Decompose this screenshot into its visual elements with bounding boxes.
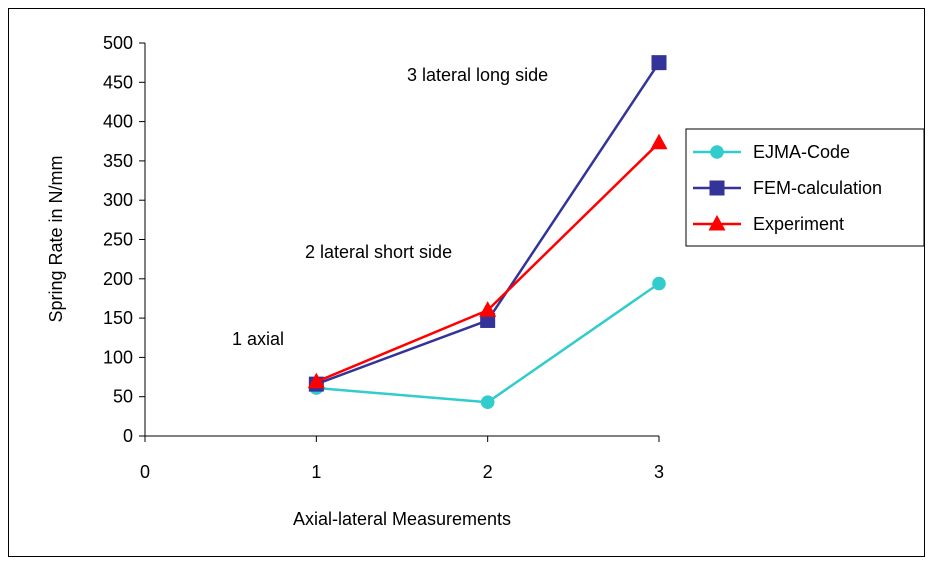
x-axis-label: Axial-lateral Measurements xyxy=(293,509,511,529)
y-tick-label: 0 xyxy=(123,426,133,446)
y-tick-label: 350 xyxy=(103,151,133,171)
data-point-ejma-code xyxy=(652,276,666,291)
y-tick-label: 300 xyxy=(103,190,133,210)
y-tick-label: 450 xyxy=(103,72,133,92)
y-tick-label: 250 xyxy=(103,230,133,250)
y-axis-label: Spring Rate in N/mm xyxy=(46,155,66,322)
series-line-fem-calculation xyxy=(315,61,661,386)
series-layer xyxy=(307,55,668,410)
legend-label-experiment: Experiment xyxy=(753,214,844,234)
data-point-fem-calculation xyxy=(651,55,667,71)
y-tick-label: 100 xyxy=(103,347,133,367)
legend-marker-fem-calculation xyxy=(709,180,725,196)
legend-label-fem-calculation: FEM-calculation xyxy=(753,178,882,198)
data-point-experiment xyxy=(307,372,325,389)
legend-box xyxy=(685,128,925,247)
annotation-axial: 1 axial xyxy=(232,329,284,349)
y-tick-label: 500 xyxy=(103,33,133,53)
x-ticks: 0 1 2 3 xyxy=(140,436,664,482)
x-tick-label: 2 xyxy=(483,462,493,482)
chart-frame xyxy=(8,8,925,557)
legend-label-ejma-code: EJMA-Code xyxy=(753,142,850,162)
x-tick-label: 3 xyxy=(654,462,664,482)
annotation-lateral-short: 2 lateral short side xyxy=(305,242,452,262)
y-tick-label: 200 xyxy=(103,269,133,289)
legend: EJMA-Code FEM-calculation Experiment xyxy=(685,128,925,247)
y-ticks: 0 50 100 150 200 250 300 350 400 450 500 xyxy=(103,33,145,446)
y-tick-label: 150 xyxy=(103,308,133,328)
legend-marker-experiment xyxy=(708,214,726,231)
y-tick-label: 400 xyxy=(103,112,133,132)
x-tick-label: 0 xyxy=(140,462,150,482)
y-tick-label: 50 xyxy=(113,387,133,407)
data-point-ejma-code xyxy=(480,395,495,410)
legend-marker-ejma-code xyxy=(710,145,724,159)
axes xyxy=(144,43,659,437)
data-point-experiment xyxy=(650,133,668,150)
x-tick-label: 1 xyxy=(311,462,321,482)
data-point-experiment xyxy=(479,301,497,317)
series-line-experiment xyxy=(315,141,660,383)
annotation-lateral-long: 3 lateral long side xyxy=(407,65,548,85)
annotations: 1 axial 2 lateral short side 3 lateral l… xyxy=(232,65,548,349)
